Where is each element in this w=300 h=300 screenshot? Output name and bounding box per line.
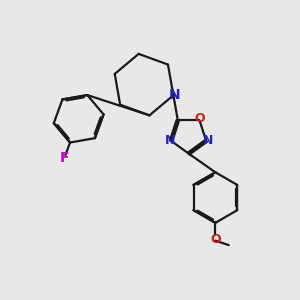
Text: N: N	[164, 134, 175, 147]
Text: O: O	[210, 233, 221, 246]
Text: N: N	[202, 134, 213, 147]
Text: O: O	[194, 112, 205, 125]
Text: F: F	[59, 152, 69, 166]
Text: N: N	[169, 88, 180, 102]
